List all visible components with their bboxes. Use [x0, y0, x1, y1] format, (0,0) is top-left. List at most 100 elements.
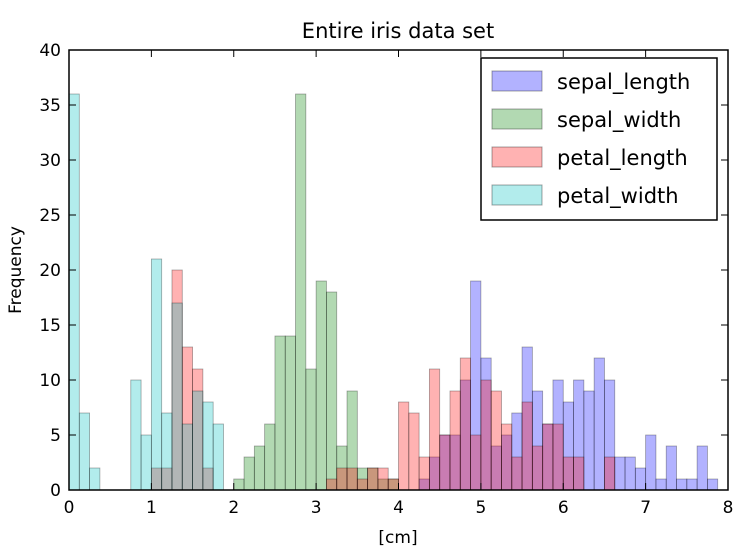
legend-label-petal-width: petal_width [557, 184, 679, 209]
bar-petal-length [490, 390, 502, 491]
y-tick-label: 30 [39, 151, 61, 171]
bar-petal-length [398, 401, 410, 491]
bar-petal-width [78, 412, 91, 491]
bar-petal-width [202, 401, 214, 491]
legend-swatch-sepal-length [491, 70, 543, 92]
bar-petal-width [161, 412, 173, 491]
x-tick-label: 1 [146, 498, 157, 518]
bar-sepal-length [624, 456, 636, 491]
bar-petal-length [367, 467, 379, 491]
x-tick-label: 2 [228, 498, 239, 518]
bar-sepal-width [274, 335, 286, 491]
bar-sepal-length [614, 456, 626, 491]
bar-sepal-length [686, 478, 698, 491]
y-tick-label: 25 [39, 206, 61, 226]
bar-petal-width [171, 302, 183, 491]
bar-petal-width [140, 434, 152, 491]
bar-petal-width [130, 379, 142, 491]
chart-title: Entire iris data set [302, 19, 494, 43]
bar-petal-width [68, 93, 80, 491]
bar-sepal-width [284, 335, 296, 491]
bar-petal-length [459, 357, 471, 491]
bar-petal-length [542, 423, 554, 491]
bar-sepal-width [315, 280, 327, 491]
legend-label-sepal-length: sepal_length [557, 70, 690, 95]
bar-sepal-length [645, 434, 657, 491]
x-tick-label: 6 [558, 498, 569, 518]
bar-petal-length [449, 390, 461, 491]
bar-petal-length [552, 423, 564, 491]
bar-sepal-length [655, 478, 667, 491]
bar-sepal-length [583, 390, 595, 491]
bar-sepal-length [676, 478, 688, 491]
legend-item-petal-length: petal_length [491, 146, 688, 171]
bar-petal-width [89, 467, 101, 491]
bar-petal-length [377, 467, 389, 491]
y-tick-label: 0 [50, 481, 61, 501]
legend: sepal_length sepal_width petal_length pe… [480, 57, 718, 221]
bar-sepal-length [665, 445, 677, 491]
y-tick-label: 20 [39, 261, 61, 281]
y-tick-label: 35 [39, 96, 61, 116]
x-tick-label: 4 [393, 498, 404, 518]
x-tick-label: 3 [311, 498, 322, 518]
bar-petal-length [356, 478, 369, 491]
bar-sepal-length [593, 357, 605, 491]
y-tick-label: 5 [50, 426, 61, 446]
bar-sepal-width [253, 445, 266, 491]
x-tick-label: 5 [475, 498, 486, 518]
y-tick-label: 40 [39, 41, 61, 61]
x-axis-label: [cm] [378, 528, 417, 548]
ticks-layer: 0 1 2 3 4 5 6 7 8 0 5 10 15 20 25 30 35 40 [39, 41, 733, 518]
x-tick-label: 0 [64, 498, 75, 518]
bar-sepal-width [305, 368, 317, 491]
bar-sepal-width [264, 423, 276, 491]
y-axis-label: Frequency [6, 226, 26, 314]
bar-petal-length [501, 423, 513, 491]
x-tick-label: 8 [723, 498, 734, 518]
legend-swatch-petal-width [491, 184, 543, 206]
bar-sepal-length [696, 445, 708, 491]
bar-petal-length [439, 434, 451, 491]
bar-petal-length [346, 467, 358, 491]
legend-swatch-petal-length [491, 146, 543, 168]
legend-frame [480, 57, 718, 221]
bars-layer [68, 93, 719, 491]
bar-sepal-length [707, 478, 719, 491]
bar-petal-width [212, 423, 224, 491]
bar-petal-length [336, 467, 348, 491]
bar-petal-length [562, 456, 574, 491]
legend-swatch-sepal-width [491, 108, 543, 130]
bar-sepal-width [243, 456, 255, 491]
bar-petal-length [531, 445, 544, 491]
legend-label-petal-length: petal_length [557, 146, 688, 171]
bar-petal-length [573, 456, 585, 491]
bar-sepal-width [295, 93, 307, 491]
legend-item-sepal-length: sepal_length [491, 70, 690, 95]
plot-area-frame [68, 49, 729, 491]
bar-petal-width [150, 258, 163, 491]
legend-label-sepal-width: sepal_width [557, 108, 681, 133]
legend-item-petal-width: petal_width [491, 184, 679, 209]
bar-petal-length [470, 434, 482, 491]
y-tick-label: 10 [39, 371, 61, 391]
bar-sepal-length [634, 467, 647, 491]
bar-petal-length [511, 456, 523, 491]
y-tick-label: 15 [39, 316, 61, 336]
bar-petal-length [326, 478, 338, 491]
bar-petal-length [521, 401, 533, 491]
x-tick-label: 7 [640, 498, 651, 518]
bar-petal-length [387, 478, 399, 491]
bar-sepal-width [326, 291, 338, 491]
bar-petal-width [192, 390, 204, 491]
bar-petal-width [181, 423, 193, 491]
bar-petal-length [418, 456, 430, 491]
bar-petal-length [408, 412, 420, 491]
bar-petal-length [604, 456, 616, 491]
bar-petal-length [428, 368, 441, 491]
bar-petal-length [480, 379, 492, 491]
bar-sepal-width [233, 478, 245, 491]
legend-item-sepal-width: sepal_width [491, 108, 681, 133]
